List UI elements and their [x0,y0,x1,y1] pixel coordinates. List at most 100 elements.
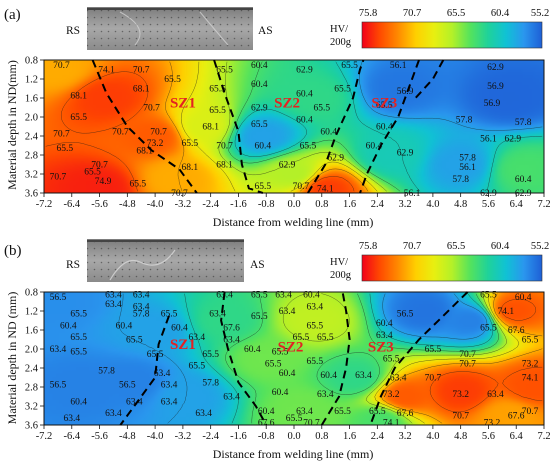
y-tick-label-a-5: 2.8 [25,151,38,162]
contour-label-b-18: 56.5 [397,309,414,319]
colorbar-b: 75.8 70.7 65.5 60.4 55.2 HV/ 200g [330,241,549,282]
zone-boundary-b-2 [320,291,351,426]
contour-label-a-12: 65.5 [209,85,226,95]
x-tick-label-b-7: -1.6 [230,431,247,442]
x-tick-label-b-3: -4.8 [119,431,136,442]
contour-label-a-43: 65.5 [300,142,317,152]
contour-label-a-4: 65.5 [216,66,233,76]
contour-label-b-84: 70.7 [303,419,320,429]
x-tick-label-b-16: 5.6 [482,431,495,442]
contour-label-a-44: 60.4 [366,142,383,152]
contour-label-b-38: 65.5 [147,350,164,360]
contour-label-b-78: 65.5 [369,407,386,417]
contour-label-a-18: 65.5 [70,113,87,123]
zone-label-b-sz1: SZ1 [170,337,196,353]
zone-label-a-sz2: SZ2 [274,96,300,112]
y-tick-label-a-0: 0.8 [25,56,38,67]
contour-label-b-36: 63.4 [50,345,67,355]
heatmap-canvas-a [44,60,544,193]
y-tick-label-b-4: 2.4 [25,364,39,375]
contour-label-a-2: 65.5 [164,75,181,85]
zone-label-a-sz1: SZ1 [170,96,196,112]
x-tick-label-b-8: -0.8 [258,431,275,442]
contour-label-a-41: 70.7 [216,142,233,152]
contour-label-a-19: 70.7 [143,104,160,114]
x-tick-label-b-1: -6.4 [63,431,80,442]
contour-label-b-27: 67.6 [508,326,525,336]
micrograph-image-b [87,239,244,282]
contour-label-b-58: 63.4 [355,371,372,381]
contour-label-b-13: 65.5 [161,309,178,319]
contour-label-b-65: 63.4 [223,393,240,403]
contour-label-b-10: 63.4 [133,302,150,312]
x-tick-label-b-18: 7.2 [537,431,550,442]
colorbar-a: 75.8 70.7 65.5 60.4 55.2 HV/ 200g [330,8,549,49]
contour-label-a-56: 65.5 [129,180,146,190]
contour-label-b-7: 65.5 [480,290,497,300]
x-tick-label-b-11: 1.6 [343,431,356,442]
x-tick-label-a-16: 5.6 [482,199,495,210]
contour-label-a-11: 68.1 [133,85,150,95]
contour-line-a-57.8 [359,61,543,131]
contour-label-b-83: 67.6 [258,419,275,429]
contour-label-b-80: 70.7 [452,412,469,422]
contour-label-a-14: 60.4 [296,89,313,99]
x-tick-label-a-9: 0.0 [287,199,300,210]
y-tick-label-a-6: 3.2 [25,170,38,181]
colorbar-title-b-line2: 200g [330,270,352,281]
contour-label-a-53: 56.1 [459,163,476,173]
contour-label-b-30: 63.4 [188,333,205,343]
contour-label-b-5: 63.4 [275,290,292,300]
contour-line-b-73.2 [429,299,543,413]
contour-label-a-5: 60.4 [251,61,268,71]
contour-label-a-20: 65.5 [209,106,226,116]
contour-label-b-77: 65.5 [334,407,351,417]
heatmap-raster-b [44,292,544,425]
zone-label-b-sz2: SZ2 [278,339,304,355]
x-tick-label-a-8: -0.8 [258,199,275,210]
contour-label-b-64: 63.4 [161,397,178,407]
contour-label-a-65: 62.9 [515,189,532,199]
x-tick-label-a-14: 4.0 [426,199,439,210]
contour-label-a-33: 60.4 [296,115,313,125]
contour-label-a-9: 62.9 [487,63,504,73]
contour-label-b-21: 60.4 [116,321,133,331]
contour-label-b-39: 65.5 [202,350,219,360]
zone-label-a-sz3: SZ3 [371,96,397,112]
contour-label-b-6: 60.4 [303,290,320,300]
as-label-b: AS [250,259,265,271]
contour-labels-a: 70.7 74.165.570.7 65.5 60.4 62.9 65.5 56.1 62.9… [50,61,532,199]
x-tick-label-b-10: 0.8 [315,431,328,442]
x-tick-label-b-15: 4.8 [454,431,467,442]
contour-label-a-37: 62.9 [504,134,521,144]
contour-label-a-26: 57.8 [515,118,532,128]
contour-line-b-57.8 [118,293,488,424]
contour-label-a-39: 68.1 [136,146,153,156]
contour-label-a-13: 60.4 [251,80,268,90]
x-tick-label-a-10: 0.8 [315,199,328,210]
contour-label-a-7: 65.5 [341,61,358,71]
contour-label-a-16: 56.9 [397,87,414,97]
contour-label-b-11: 65.5 [70,309,87,319]
contour-label-a-10: 68.1 [70,92,87,102]
contour-label-a-52: 57.8 [459,153,476,163]
contour-label-b-69: 73.2 [452,390,469,400]
colorbar-title-a-line1: HV/ [330,24,348,35]
contour-label-a-54: 70.7 [50,172,67,182]
colorbar-tick-a-3: 60.4 [491,8,510,19]
contour-label-b-67: 63.4 [317,390,334,400]
contour-label-b-76: 65.5 [286,414,303,424]
zone-label-b-sz3: SZ3 [368,339,394,355]
colorbar-title-b-line1: HV/ [330,257,348,268]
contour-line-b-65.5 [282,293,507,424]
x-tick-label-b-17: 6.4 [510,431,524,442]
contour-label-b-66: 60.4 [272,388,289,398]
x-tick-label-b-4: -4.0 [147,431,164,442]
contour-label-a-30: 73.2 [147,139,164,149]
contour-label-a-55: 74.9 [95,177,112,187]
contour-label-a-38: 65.5 [56,144,73,154]
contour-label-b-52: 56.5 [50,381,67,391]
x-tick-label-a-13: 3.2 [399,199,412,210]
contour-label-b-74: 60.4 [258,407,275,417]
x-tick-label-a-1: -6.4 [63,199,80,210]
